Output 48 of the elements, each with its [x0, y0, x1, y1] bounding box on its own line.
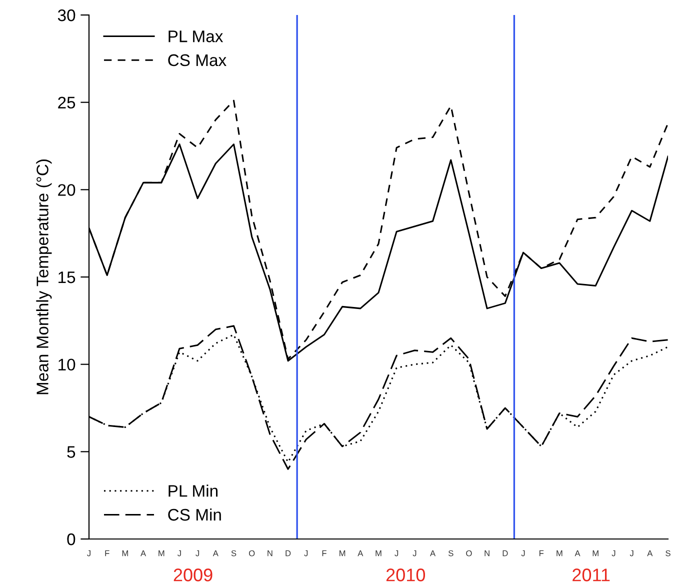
y-tick-label: 30 — [58, 9, 76, 22]
x-tick-label: M — [158, 550, 164, 556]
x-tick-label: M — [592, 550, 598, 556]
y-tick-label: 0 — [67, 533, 76, 546]
y-tick-label: 25 — [58, 96, 76, 109]
x-tick-label: S — [448, 550, 454, 556]
x-tick-label: J — [87, 550, 90, 556]
x-tick-label: F — [322, 550, 326, 556]
x-tick-label: J — [612, 550, 616, 556]
x-tick-label: J — [412, 550, 416, 556]
x-tick-label: F — [105, 550, 110, 556]
x-tick-label: O — [466, 550, 472, 556]
x-tick-label: S — [231, 550, 236, 556]
x-tick-label: A — [358, 550, 364, 556]
x-tick-label: J — [521, 550, 525, 556]
x-tick-label: D — [286, 550, 291, 556]
y-tick-label: 15 — [58, 272, 76, 284]
x-tick-label: D — [502, 550, 508, 556]
x-tick-label: M — [340, 550, 346, 556]
x-tick-label: J — [394, 550, 398, 556]
x-tick-label: A — [140, 550, 146, 556]
y-tick-label: 20 — [58, 184, 76, 196]
x-tick-label: A — [212, 550, 218, 556]
y-tick-label: 10 — [58, 358, 76, 371]
text: 2011 — [572, 568, 610, 582]
legend-label: PL Min — [168, 484, 218, 497]
legend-label: PL Max — [168, 30, 224, 42]
y-axis-title: Mean Monthly Temperature (°C) — [36, 160, 52, 394]
y-tick-label: 5 — [67, 446, 76, 458]
legend-label: CS Min — [168, 508, 221, 521]
x-tick-label: A — [574, 550, 580, 556]
text: 2009 — [174, 568, 212, 582]
x-tick-label: N — [268, 550, 272, 556]
x-tick-label: J — [196, 550, 200, 556]
x-tick-label: O — [248, 550, 255, 556]
x-tick-label: M — [556, 550, 562, 556]
x-tick-label: M — [376, 550, 382, 556]
x-tick-label: S — [666, 550, 670, 556]
x-tick-label: M — [122, 550, 128, 556]
x-tick-label: N — [484, 550, 490, 556]
legend-label: CS Max — [168, 54, 226, 66]
x-tick-label: A — [430, 550, 436, 556]
x-tick-label: J — [630, 550, 634, 556]
text: 2010 — [386, 568, 426, 582]
x-tick-label: J — [304, 550, 308, 556]
x-tick-label: A — [647, 550, 653, 556]
x-tick-label: J — [178, 550, 181, 556]
x-tick-label: F — [539, 550, 544, 556]
